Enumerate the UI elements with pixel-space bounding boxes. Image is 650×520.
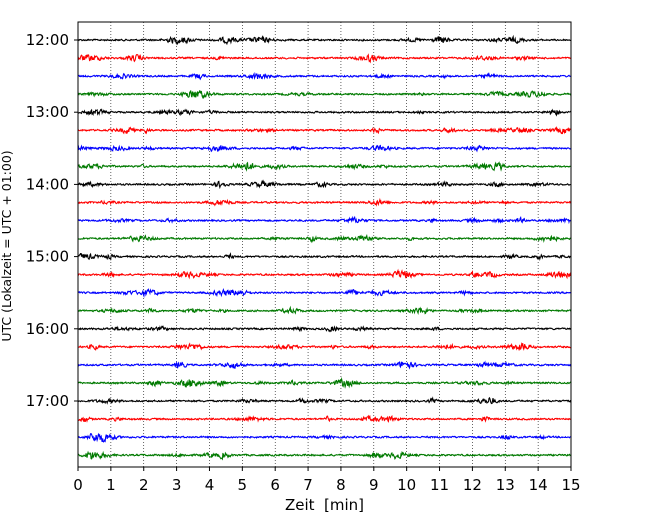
y-tick-label: 12:00 — [26, 31, 69, 49]
x-tick-label: 9 — [369, 476, 379, 494]
trace-1545 — [77, 305, 572, 316]
vertical-grid — [110, 22, 539, 467]
trace-1645 — [77, 376, 572, 389]
x-tick-label: 10 — [397, 476, 416, 494]
trace-1345 — [77, 161, 572, 172]
x-tick-label: 8 — [336, 476, 346, 494]
x-tick-label: 11 — [430, 476, 449, 494]
trace-1600 — [77, 325, 572, 333]
x-tick-label: 6 — [270, 476, 280, 494]
trace-1400 — [77, 179, 572, 190]
y-tick-label: 14:00 — [26, 175, 69, 193]
x-tick-label: 5 — [238, 476, 248, 494]
trace-1430 — [77, 215, 572, 225]
x-axis-ticks: 0 1 2 3 4 5 6 7 8 9 10 11 12 13 14 15 — [73, 467, 581, 494]
trace-1530 — [77, 287, 572, 299]
trace-1245 — [77, 90, 572, 100]
y-axis-label: UTC (Lokalzeit = UTC + 01:00) — [0, 150, 14, 341]
x-tick-label: 1 — [106, 476, 116, 494]
trace-1230 — [77, 71, 572, 81]
y-tick-label: 13:00 — [26, 103, 69, 121]
trace-1445 — [77, 234, 572, 244]
y-tick-label: 16:00 — [26, 320, 69, 338]
trace-1630 — [77, 360, 572, 370]
x-tick-label: 2 — [139, 476, 149, 494]
trace-1745 — [77, 450, 572, 461]
x-tick-label: 15 — [561, 476, 580, 494]
trace-1615 — [77, 341, 572, 351]
trace-1215 — [77, 53, 572, 64]
y-tick-label: 17:00 — [26, 392, 69, 410]
x-tick-label: 13 — [496, 476, 515, 494]
x-tick-label: 0 — [73, 476, 83, 494]
x-tick-label: 7 — [303, 476, 313, 494]
trace-1300 — [77, 108, 572, 117]
trace-1330 — [77, 144, 572, 153]
y-tick-label: 15:00 — [26, 248, 69, 266]
x-tick-label: 14 — [529, 476, 548, 494]
x-tick-label: 3 — [172, 476, 182, 494]
x-axis-label: Zeit [min] — [285, 496, 364, 514]
plot-frame — [77, 21, 572, 468]
x-tick-label: 4 — [205, 476, 215, 494]
trace-1730 — [77, 432, 572, 443]
trace-1500 — [77, 252, 572, 262]
trace-1315 — [77, 126, 572, 135]
trace-1700 — [77, 396, 572, 405]
y-axis-ticks: 12:00 13:00 14:00 15:00 16:00 17:00 — [26, 31, 78, 410]
trace-1200 — [77, 34, 572, 46]
trace-1415 — [77, 197, 572, 207]
trace-group — [77, 34, 572, 461]
trace-1515 — [77, 268, 572, 280]
x-tick-label: 12 — [463, 476, 482, 494]
trace-1715 — [77, 414, 572, 423]
